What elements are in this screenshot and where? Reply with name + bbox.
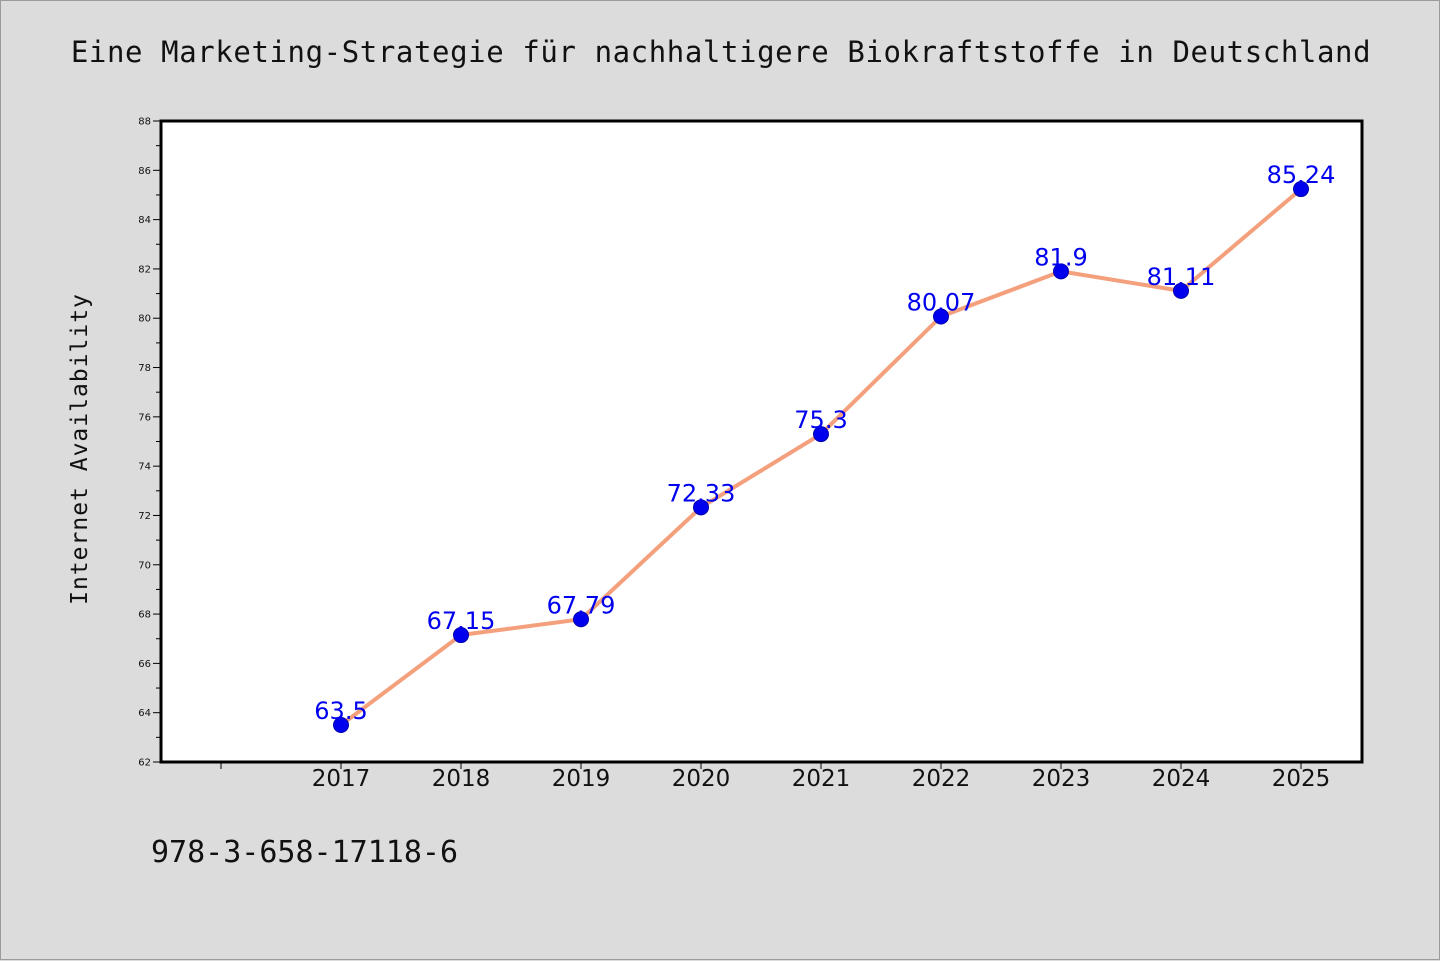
data-point xyxy=(933,308,949,325)
data-label: 81.9 xyxy=(1034,243,1087,271)
x-tick-label: 2017 xyxy=(312,766,371,792)
y-tick-label: 88 xyxy=(138,117,151,128)
y-tick-label: 82 xyxy=(138,264,151,275)
x-tick-label: 2024 xyxy=(1152,766,1211,792)
data-label: 63.5 xyxy=(314,697,367,725)
data-label: 67.15 xyxy=(427,607,496,635)
chart-title: Eine Marketing-Strategie für nachhaltige… xyxy=(70,35,1372,69)
data-point xyxy=(333,717,349,734)
data-point xyxy=(693,499,709,516)
x-axis: 2017 2018 2019 2020 2021 2022 2023 2024 2025 xyxy=(220,762,1331,792)
data-label: 72.33 xyxy=(667,479,736,507)
series-layer: 63.5 67.15 67.79 72.33 75.3 80.07 81.9 81.11 85.… xyxy=(314,161,1336,734)
y-axis: 62 64 66 68 70 72 74 76 78 80 82 84 86 88 xyxy=(138,117,161,769)
data-point xyxy=(1053,263,1069,280)
plot-area xyxy=(161,121,1362,762)
data-point xyxy=(813,426,829,443)
y-tick-label: 66 xyxy=(138,659,151,670)
data-point xyxy=(1173,282,1189,299)
y-tick-label: 86 xyxy=(138,166,151,177)
x-tick-label: 2022 xyxy=(912,766,971,792)
y-axis-label: Internet Availability xyxy=(67,293,93,605)
plot-frame xyxy=(159,119,1364,764)
x-tick-label: 2020 xyxy=(672,766,731,792)
x-tick-label: 2025 xyxy=(1272,766,1331,792)
y-tick-label: 76 xyxy=(138,412,151,423)
y-tick-label: 70 xyxy=(138,560,151,571)
x-tick-label: 2023 xyxy=(1032,766,1091,792)
y-tick-label: 72 xyxy=(138,511,151,522)
y-tick-label: 68 xyxy=(138,610,151,621)
y-tick-label: 84 xyxy=(138,215,151,226)
data-point xyxy=(573,611,589,628)
y-tick-label: 80 xyxy=(138,314,151,325)
data-point xyxy=(453,627,469,644)
data-label: 67.79 xyxy=(547,591,616,619)
data-label: 75.3 xyxy=(794,406,847,434)
data-point xyxy=(1293,181,1309,198)
y-tick-label: 78 xyxy=(138,363,151,374)
x-tick-label: 2018 xyxy=(432,766,491,792)
y-tick-label: 74 xyxy=(138,462,151,473)
y-tick-label: 64 xyxy=(138,708,151,719)
data-label: 85.24 xyxy=(1267,161,1336,189)
x-tick-label: 2019 xyxy=(552,766,611,792)
data-label: 80.07 xyxy=(907,289,976,317)
y-tick-label: 62 xyxy=(138,758,151,769)
x-tick-label: 2021 xyxy=(792,766,851,792)
isbn-code: 978-3-658-17118-6 xyxy=(151,835,459,870)
data-label: 81.11 xyxy=(1147,263,1216,291)
